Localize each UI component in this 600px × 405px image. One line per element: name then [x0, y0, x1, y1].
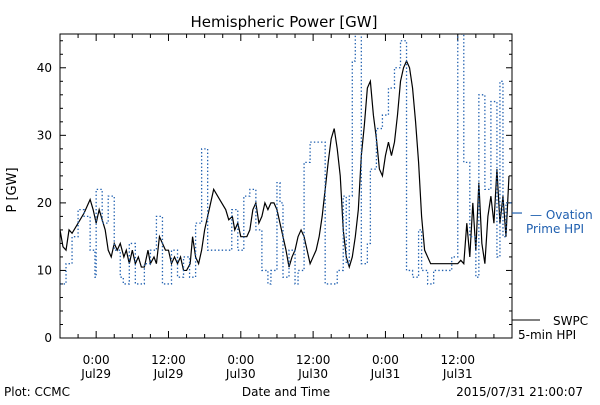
timestamp: 2015/07/31 21:00:07	[456, 385, 583, 399]
legend-label-ovation-1: — Ovation	[530, 208, 593, 222]
x-tick-date-2: Jul30	[225, 367, 256, 381]
y-tick-label-1: 10	[37, 263, 52, 277]
x-tick-date-5: Jul31	[442, 367, 473, 381]
x-tick-date-1: Jul29	[153, 367, 184, 381]
series-line-swpc	[60, 59, 510, 272]
x-tick-date-4: Jul31	[370, 367, 401, 381]
y-tick-label-3: 30	[37, 128, 52, 142]
plot-credit: Plot: CCMC	[4, 385, 70, 399]
x-tick-time-4: 0:00	[372, 353, 399, 367]
y-tick-label-4: 40	[37, 61, 52, 75]
legend-label-swpc-2: 5-min HPI	[518, 328, 576, 342]
x-tick-date-3: Jul30	[297, 367, 328, 381]
x-tick-time-2: 0:00	[227, 353, 254, 367]
plot-frame	[59, 33, 513, 339]
series-line-ovation-prime	[60, 34, 512, 285]
x-tick-time-0: 0:00	[83, 353, 110, 367]
y-axis-label: P [GW]	[5, 167, 20, 212]
legend-label-ovation-2: Prime HPI	[526, 222, 584, 236]
x-axis-label: Date and Time	[242, 385, 330, 399]
x-tick-time-3: 12:00	[296, 353, 331, 367]
legend-label-swpc-1: SWPC	[553, 314, 588, 328]
x-tick-date-0: Jul29	[80, 367, 111, 381]
y-tick-label-2: 20	[37, 196, 52, 210]
y-tick-label-0: 0	[44, 331, 52, 345]
x-tick-time-1: 12:00	[151, 353, 186, 367]
chart-title: Hemispheric Power [GW]	[191, 13, 378, 31]
x-tick-time-5: 12:00	[440, 353, 475, 367]
